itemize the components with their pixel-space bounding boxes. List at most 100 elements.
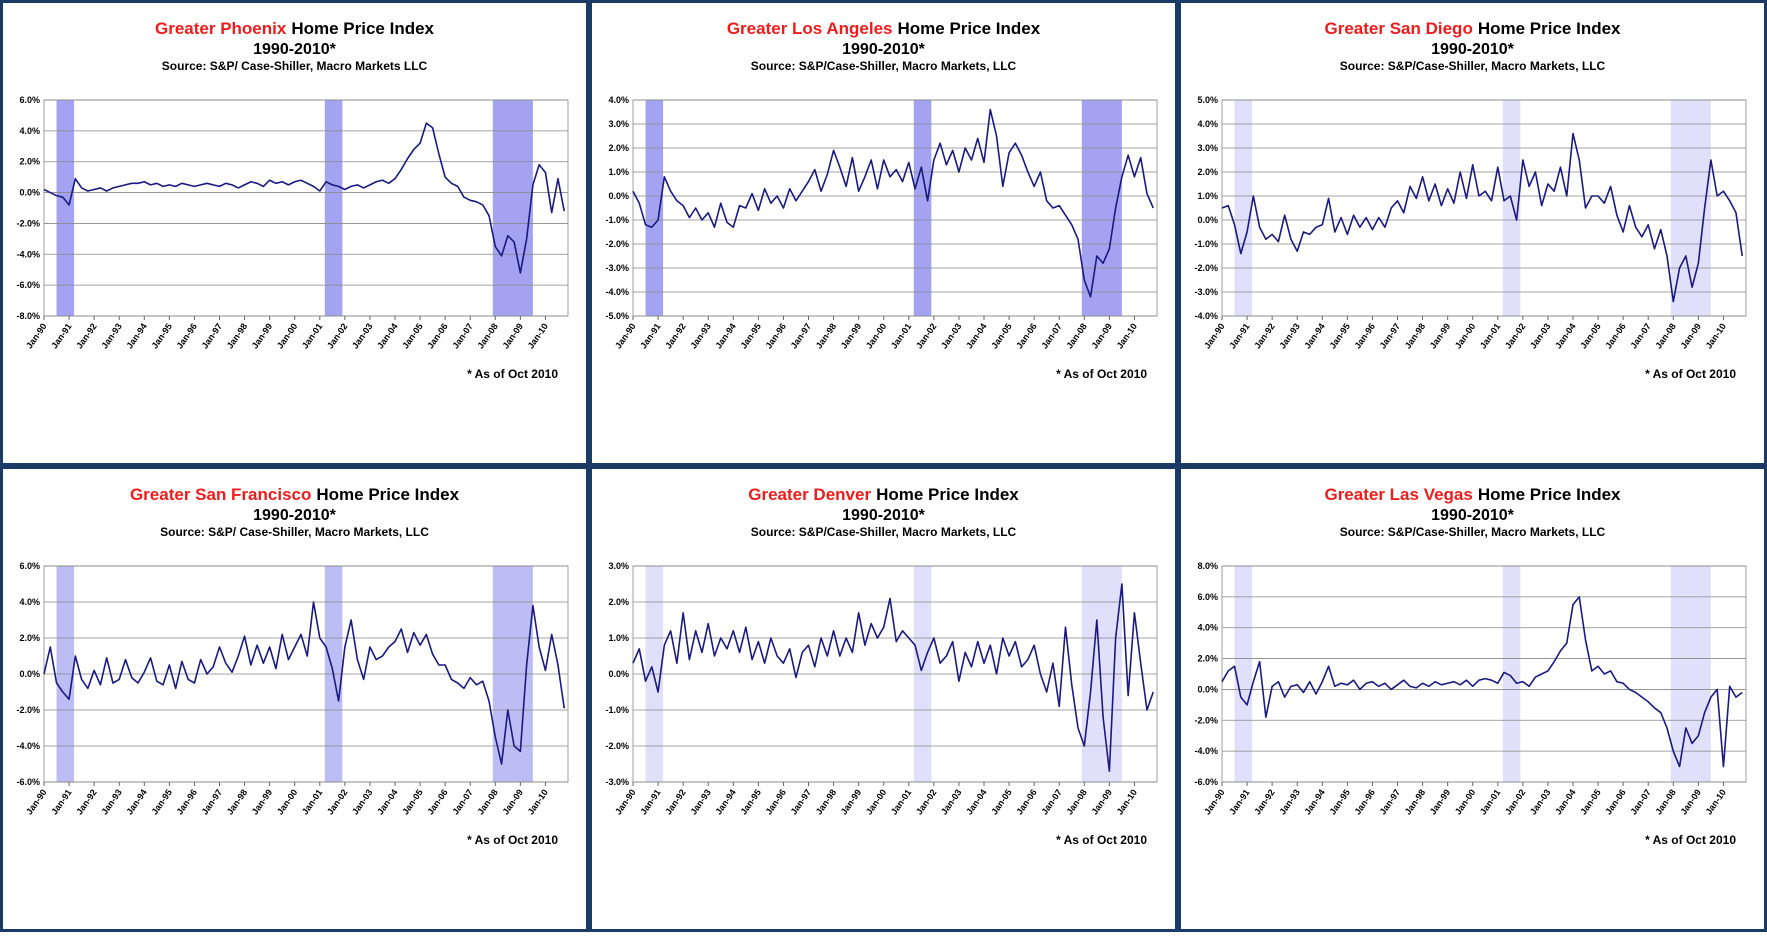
y-tick-label: -8.0% — [16, 311, 40, 321]
title-rest: Home Price Index — [316, 485, 459, 504]
y-tick-label: -5.0% — [605, 311, 629, 321]
footnote: * As of Oct 2010 — [1645, 833, 1736, 847]
y-tick-label: -4.0% — [605, 287, 629, 297]
y-tick-label: 4.0% — [19, 597, 40, 607]
chart-panel: Greater Las Vegas Home Price Index 1990-20… — [1181, 469, 1764, 929]
panel-background — [592, 469, 1175, 929]
chart-subtitle: 1990-2010* — [1431, 507, 1515, 524]
y-tick-label: 4.0% — [1197, 119, 1218, 129]
chart-source: Source: S&P/Case-Shiller, Macro Markets,… — [1340, 59, 1606, 73]
panel-background — [592, 3, 1175, 463]
shaded-band — [1670, 566, 1711, 782]
footnote: * As of Oct 2010 — [1056, 833, 1147, 847]
y-tick-label: -2.0% — [605, 741, 629, 751]
y-tick-label: 3.0% — [608, 119, 629, 129]
y-tick-label: -2.0% — [16, 218, 40, 228]
title-rest: Home Price Index — [1478, 19, 1621, 38]
shaded-band — [645, 100, 664, 316]
y-tick-label: 0.0% — [19, 669, 40, 679]
title-rest: Home Price Index — [876, 485, 1019, 504]
shaded-band — [1502, 566, 1521, 782]
panel-background — [3, 3, 586, 463]
y-tick-label: 4.0% — [608, 95, 629, 105]
footnote: * As of Oct 2010 — [1645, 367, 1736, 381]
y-tick-label: -6.0% — [1194, 777, 1218, 787]
title-place: Greater San Francisco — [130, 485, 311, 504]
y-tick-label: 2.0% — [1197, 654, 1218, 664]
y-tick-label: 2.0% — [19, 633, 40, 643]
chart-title: Greater San Francisco Home Price Index — [130, 485, 460, 504]
shaded-band — [913, 100, 932, 316]
chart-source: Source: S&P/ Case-Shiller, Macro Markets… — [162, 59, 428, 73]
chart-title: Greater Phoenix Home Price Index — [155, 19, 435, 38]
chart-subtitle: 1990-2010* — [842, 507, 926, 524]
chart-subtitle: 1990-2010* — [253, 507, 337, 524]
y-tick-label: 3.0% — [1197, 143, 1218, 153]
y-tick-label: -2.0% — [1194, 715, 1218, 725]
y-tick-label: 1.0% — [1197, 191, 1218, 201]
chart-panel: Greater San Francisco Home Price Index 199… — [3, 469, 586, 929]
y-tick-label: -3.0% — [605, 777, 629, 787]
y-tick-label: 2.0% — [608, 143, 629, 153]
title-rest: Home Price Index — [897, 19, 1040, 38]
y-tick-label: -1.0% — [605, 705, 629, 715]
y-tick-label: 0.0% — [19, 188, 40, 198]
chart-source: Source: S&P/ Case-Shiller, Macro Markets… — [160, 525, 429, 539]
y-tick-label: 4.0% — [19, 126, 40, 136]
y-tick-label: 6.0% — [19, 95, 40, 105]
y-tick-label: 6.0% — [1197, 592, 1218, 602]
data-line — [43, 601, 566, 765]
y-tick-label: 2.0% — [1197, 167, 1218, 177]
chart-source: Source: S&P/Case-Shiller, Macro Markets,… — [751, 525, 1017, 539]
plot-frame — [1221, 565, 1747, 783]
y-tick-label: 6.0% — [19, 561, 40, 571]
y-tick-label: 2.0% — [608, 597, 629, 607]
shaded-band — [492, 100, 533, 316]
chart-subtitle: 1990-2010* — [1431, 41, 1515, 58]
data-line — [1221, 132, 1744, 303]
title-rest: Home Price Index — [291, 19, 434, 38]
shaded-band — [1502, 100, 1521, 316]
y-tick-label: 1.0% — [608, 167, 629, 177]
data-line — [43, 122, 566, 274]
title-place: Greater Denver — [748, 485, 871, 504]
chart-subtitle: 1990-2010* — [253, 41, 337, 58]
y-tick-label: -3.0% — [1194, 287, 1218, 297]
title-rest: Home Price Index — [1478, 485, 1621, 504]
y-tick-label: -2.0% — [16, 705, 40, 715]
y-tick-label: 4.0% — [1197, 623, 1218, 633]
y-tick-label: 1.0% — [608, 633, 629, 643]
title-place: Greater Los Angeles — [727, 19, 893, 38]
chart-title: Greater Denver Home Price Index — [748, 485, 1019, 504]
y-tick-label: -4.0% — [1194, 746, 1218, 756]
data-line — [1221, 596, 1743, 768]
title-place: Greater Phoenix — [155, 19, 287, 38]
plot-frame — [632, 99, 1158, 317]
y-tick-label: -4.0% — [1194, 311, 1218, 321]
y-tick-label: -6.0% — [16, 777, 40, 787]
y-tick-label: -1.0% — [605, 215, 629, 225]
y-tick-label: 0.0% — [608, 669, 629, 679]
footnote: * As of Oct 2010 — [1056, 367, 1147, 381]
panel-background — [1181, 3, 1764, 463]
y-tick-label: -4.0% — [16, 741, 40, 751]
data-line — [632, 583, 1154, 772]
chart-title: Greater San Diego Home Price Index — [1325, 19, 1622, 38]
y-tick-label: 5.0% — [1197, 95, 1218, 105]
chart-title: Greater Las Vegas Home Price Index — [1324, 485, 1621, 504]
y-tick-label: -2.0% — [1194, 263, 1218, 273]
footnote: * As of Oct 2010 — [467, 833, 558, 847]
y-tick-label: -6.0% — [16, 280, 40, 290]
chart-panel: Greater Los Angeles Home Price Index 1990-… — [592, 3, 1175, 463]
y-tick-label: 2.0% — [19, 157, 40, 167]
shaded-band — [1234, 566, 1253, 782]
chart-panel: Greater San Diego Home Price Index 1990-20… — [1181, 3, 1764, 463]
y-tick-label: -4.0% — [16, 249, 40, 259]
chart-source: Source: S&P/Case-Shiller, Macro Markets,… — [751, 59, 1017, 73]
title-place: Greater San Diego — [1325, 19, 1473, 38]
y-tick-label: -1.0% — [1194, 239, 1218, 249]
y-tick-label: 0.0% — [1197, 684, 1218, 694]
chart-subtitle: 1990-2010* — [842, 41, 926, 58]
